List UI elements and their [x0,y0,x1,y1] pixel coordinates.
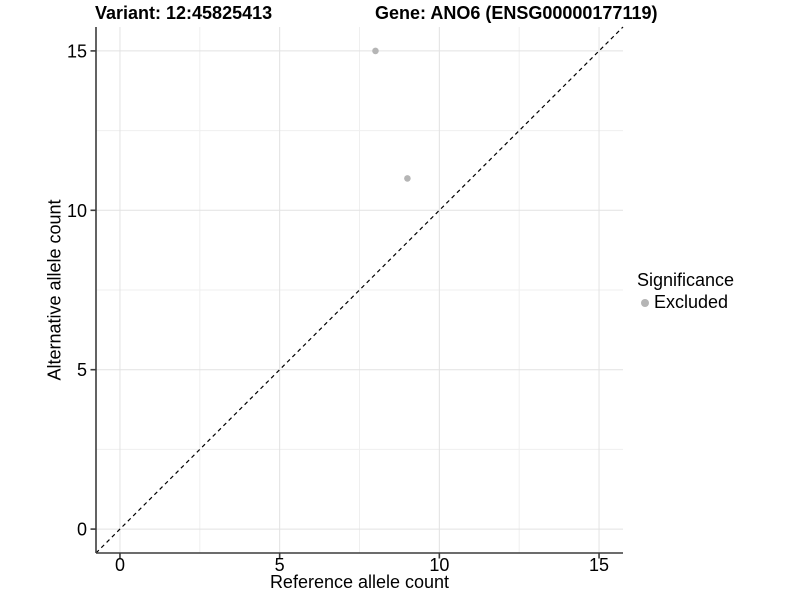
data-point [372,47,379,55]
chart-title-gene: Gene: ANO6 (ENSG00000177119) [375,3,658,23]
y-tick-label: 0 [77,520,87,540]
legend-item-label: Excluded [654,292,729,312]
y-tick-label: 15 [67,41,87,61]
x-axis-label: Reference allele count [269,572,450,592]
x-tick-label: 10 [429,555,449,575]
legend-item-excluded: Excluded [641,292,734,313]
legend-point-icon [641,298,649,307]
chart-title-variant: Variant: 12:45825413 [95,3,273,23]
legend: Significance Excluded [637,270,734,313]
data-point [404,175,411,182]
y-tick-label: 5 [77,360,87,380]
x-tick-label: 5 [275,555,285,575]
x-tick-label: 15 [589,555,609,575]
y-tick-label: 10 [67,201,87,221]
x-tick-label: 0 [115,555,125,575]
legend-title: Significance [637,270,735,290]
y-axis-label: Alternative allele count [44,199,65,381]
